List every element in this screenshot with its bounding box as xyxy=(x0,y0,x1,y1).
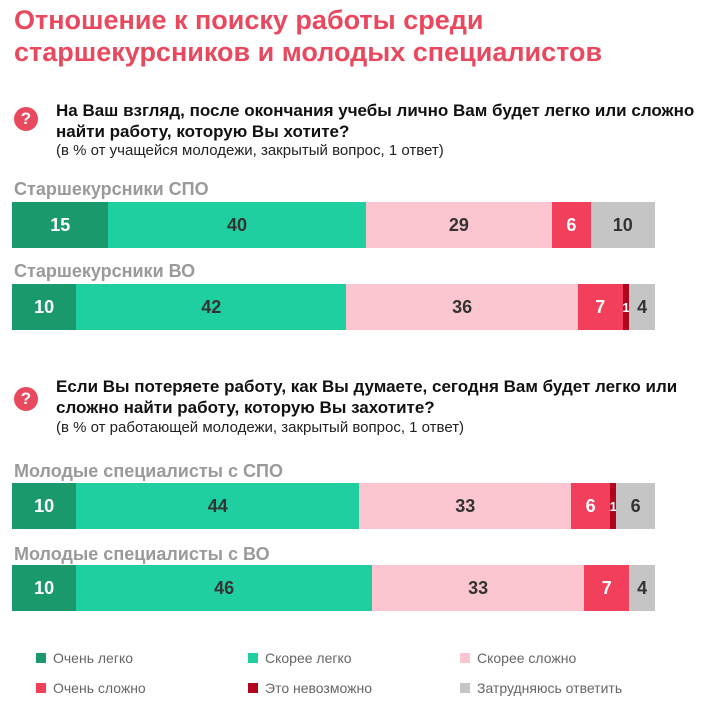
bar-segment-very-easy: 10 xyxy=(12,284,77,330)
legend-swatch xyxy=(36,683,46,693)
question-1-note: (в % от учащейся молодежи, закрытый вопр… xyxy=(56,142,444,159)
bar-segment-hard-to-say: 4 xyxy=(629,565,655,611)
bar-segment-impossible: 1 xyxy=(610,483,617,529)
question-mark-icon: ? xyxy=(14,107,38,131)
question-mark-icon: ? xyxy=(14,387,38,411)
legend-swatch xyxy=(248,653,258,663)
bar-segment-rather-hard: 36 xyxy=(346,284,578,330)
bar-segment-very-hard: 7 xyxy=(577,284,623,330)
bar-segment-rather-easy: 40 xyxy=(108,202,366,248)
legend-item: Очень легко xyxy=(36,650,133,666)
legend-item: Очень сложно xyxy=(36,680,146,696)
bar-segment-impossible: 1 xyxy=(622,284,630,330)
legend-label: Это невозможно xyxy=(265,680,372,696)
legend-label: Скорее сложно xyxy=(477,650,577,666)
question-1-text: На Ваш взгляд, после окончания учебы лич… xyxy=(56,101,695,141)
legend-swatch xyxy=(460,683,470,693)
legend-label: Очень легко xyxy=(53,650,134,666)
bar-label: Молодые специалисты с СПО xyxy=(14,461,283,481)
stacked-bar: 10 44 33 6 1 6 xyxy=(12,483,655,529)
bar-segment-rather-hard: 29 xyxy=(365,202,553,248)
bar-segment-very-easy: 10 xyxy=(12,565,77,611)
legend-item: Это невозможно xyxy=(248,680,372,696)
stacked-bar: 15 40 29 6 10 xyxy=(12,202,655,248)
legend-swatch xyxy=(460,653,470,663)
stacked-bar: 10 42 36 7 1 4 xyxy=(12,284,655,330)
bar-segment-rather-easy: 42 xyxy=(76,284,347,330)
question-2-text: Если Вы потеряете работу, как Вы думаете… xyxy=(56,377,678,417)
bar-segment-very-hard: 7 xyxy=(584,565,630,611)
bar-label: Старшекурсники ВО xyxy=(14,261,196,281)
bar-segment-rather-easy: 44 xyxy=(76,483,360,529)
legend-item: Затрудняюсь ответить xyxy=(460,680,622,696)
legend-label: Затрудняюсь ответить xyxy=(477,680,623,696)
bar-segment-very-hard: 6 xyxy=(552,202,591,248)
bar-label: Старшекурсники СПО xyxy=(14,179,209,199)
bar-segment-hard-to-say: 6 xyxy=(616,483,655,529)
bar-segment-rather-hard: 33 xyxy=(372,565,585,611)
bar-segment-rather-hard: 33 xyxy=(359,483,572,529)
legend-item: Скорее легко xyxy=(248,650,352,666)
legend-swatch xyxy=(36,653,46,663)
legend-label: Скорее легко xyxy=(265,650,352,666)
bar-label: Молодые специалисты с ВО xyxy=(14,544,270,564)
legend-swatch xyxy=(248,683,258,693)
question-2-note: (в % от работающей молодежи, закрытый во… xyxy=(56,419,465,436)
stacked-bar: 10 46 33 7 4 xyxy=(12,565,655,611)
page-title: Отношение к поиску работы среди старшеку… xyxy=(14,5,603,67)
bar-segment-very-easy: 10 xyxy=(12,483,77,529)
legend-label: Очень сложно xyxy=(53,680,146,696)
bar-segment-very-easy: 15 xyxy=(12,202,109,248)
bar-segment-hard-to-say: 10 xyxy=(590,202,655,248)
bar-segment-very-hard: 6 xyxy=(571,483,610,529)
bar-segment-rather-easy: 46 xyxy=(76,565,373,611)
bar-segment-hard-to-say: 4 xyxy=(629,284,655,330)
legend-item: Скорее сложно xyxy=(460,650,576,666)
